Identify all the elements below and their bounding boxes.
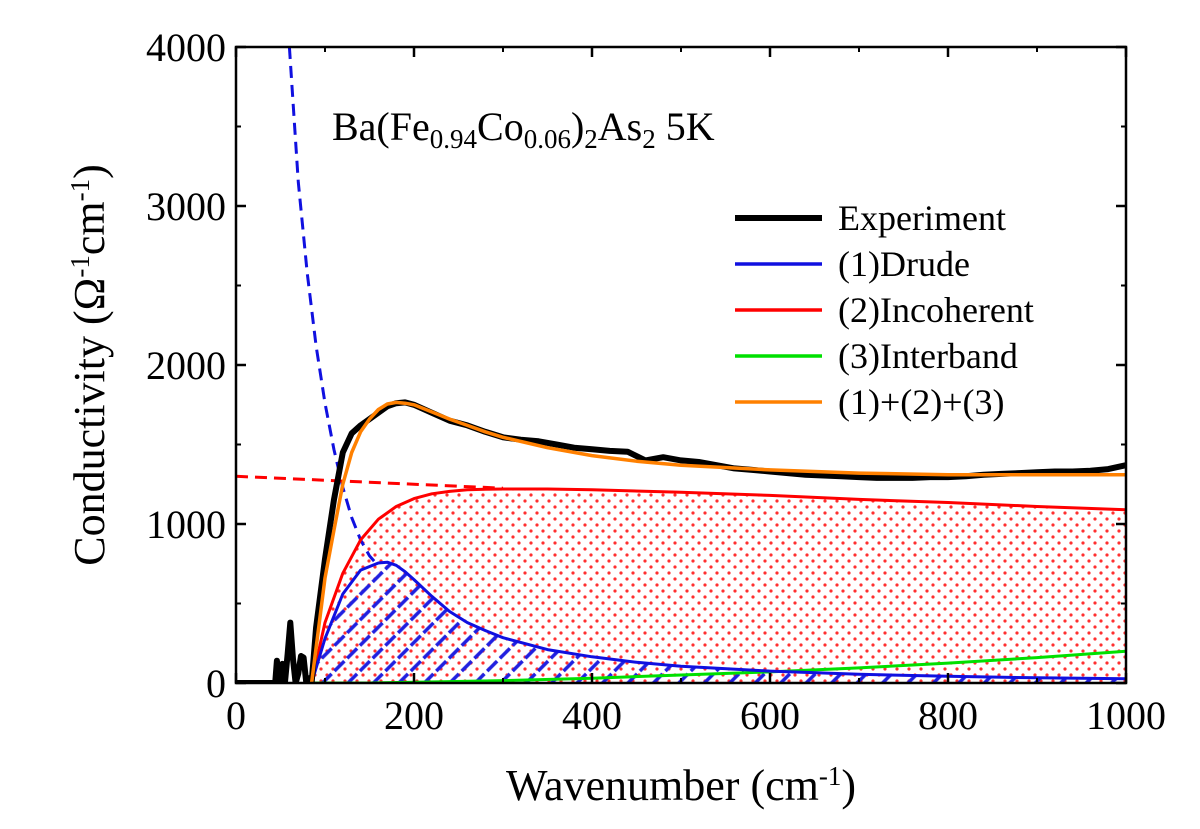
sample-annotation: Ba(Fe0.94Co0.06)2As2 5K (332, 104, 715, 154)
x-tick-label: 600 (740, 693, 800, 738)
annotation-text: Ba(Fe (332, 104, 430, 149)
legend-label-experiment: Experiment (838, 198, 1006, 238)
legend-label-2-incoherent: (2)Incoherent (838, 290, 1034, 330)
x-tick-label: 1000 (1086, 693, 1166, 738)
y-axis-label: Conductivity (Ω-1cm-1) (65, 164, 114, 566)
series-lines (236, 47, 1126, 683)
x-axis-label: Wavenumber (cm-1) (506, 761, 856, 810)
dashed-extrapolation-2 (236, 474, 504, 490)
y-tick-label: 1000 (146, 502, 226, 547)
axis-ticks: 0 200 400 600 800 1000 0 1000 2000 3000 4000 (146, 25, 1166, 738)
y-tick-label: 4000 (146, 25, 226, 70)
fill-2-incoherent (311, 489, 1126, 683)
x-tick-label: 800 (918, 693, 978, 738)
annotation-subscript: 2 (584, 124, 598, 154)
y-axis-label-p3: ) (65, 164, 114, 179)
area-fills (311, 489, 1126, 683)
annotation-text: 5K (656, 104, 715, 149)
y-tick-label: 3000 (146, 184, 226, 229)
y-axis-label-p1: Conductivity (Ω (65, 278, 114, 566)
dashed-extrapolation-1 (287, 47, 380, 568)
legend-label-3-interband: (3)Interband (838, 336, 1018, 376)
legend: Experiment (1)Drude (2)Incoherent (3)Interb… (735, 198, 1034, 422)
legend-label-1-drude: (1)Drude (838, 244, 970, 284)
annotation-text: As (598, 104, 642, 149)
y-axis-label-p2: cm (65, 201, 114, 255)
x-tick-label: 200 (384, 693, 444, 738)
annotation-text: Co (477, 104, 524, 149)
series-line-2-incoherent (310, 487, 1126, 683)
x-axis-label-main: Wavenumber (cm (506, 761, 819, 810)
series-line-experiment (236, 399, 1126, 683)
y-axis-label-sup2: -1 (65, 179, 95, 202)
fill-1-drude (311, 562, 1126, 683)
series-line-1-drude (310, 560, 1126, 683)
series-line-1-2-3 (309, 400, 1126, 683)
legend-label-1-2-3: (1)+(2)+(3) (838, 382, 1005, 422)
annotation-subscript: 0.94 (430, 124, 478, 154)
x-tick-label: 400 (562, 693, 622, 738)
annotation-subscript: 0.06 (524, 124, 571, 154)
x-tick-label: 0 (226, 693, 246, 738)
x-axis-label-end: ) (841, 761, 856, 810)
y-axis-label-sup1: -1 (65, 255, 95, 278)
annotation-text: ) (571, 104, 584, 149)
x-axis-label-sup: -1 (819, 761, 842, 791)
annotation-subscript: 2 (642, 124, 656, 154)
y-tick-label: 2000 (146, 343, 226, 388)
y-tick-label: 0 (206, 661, 226, 706)
